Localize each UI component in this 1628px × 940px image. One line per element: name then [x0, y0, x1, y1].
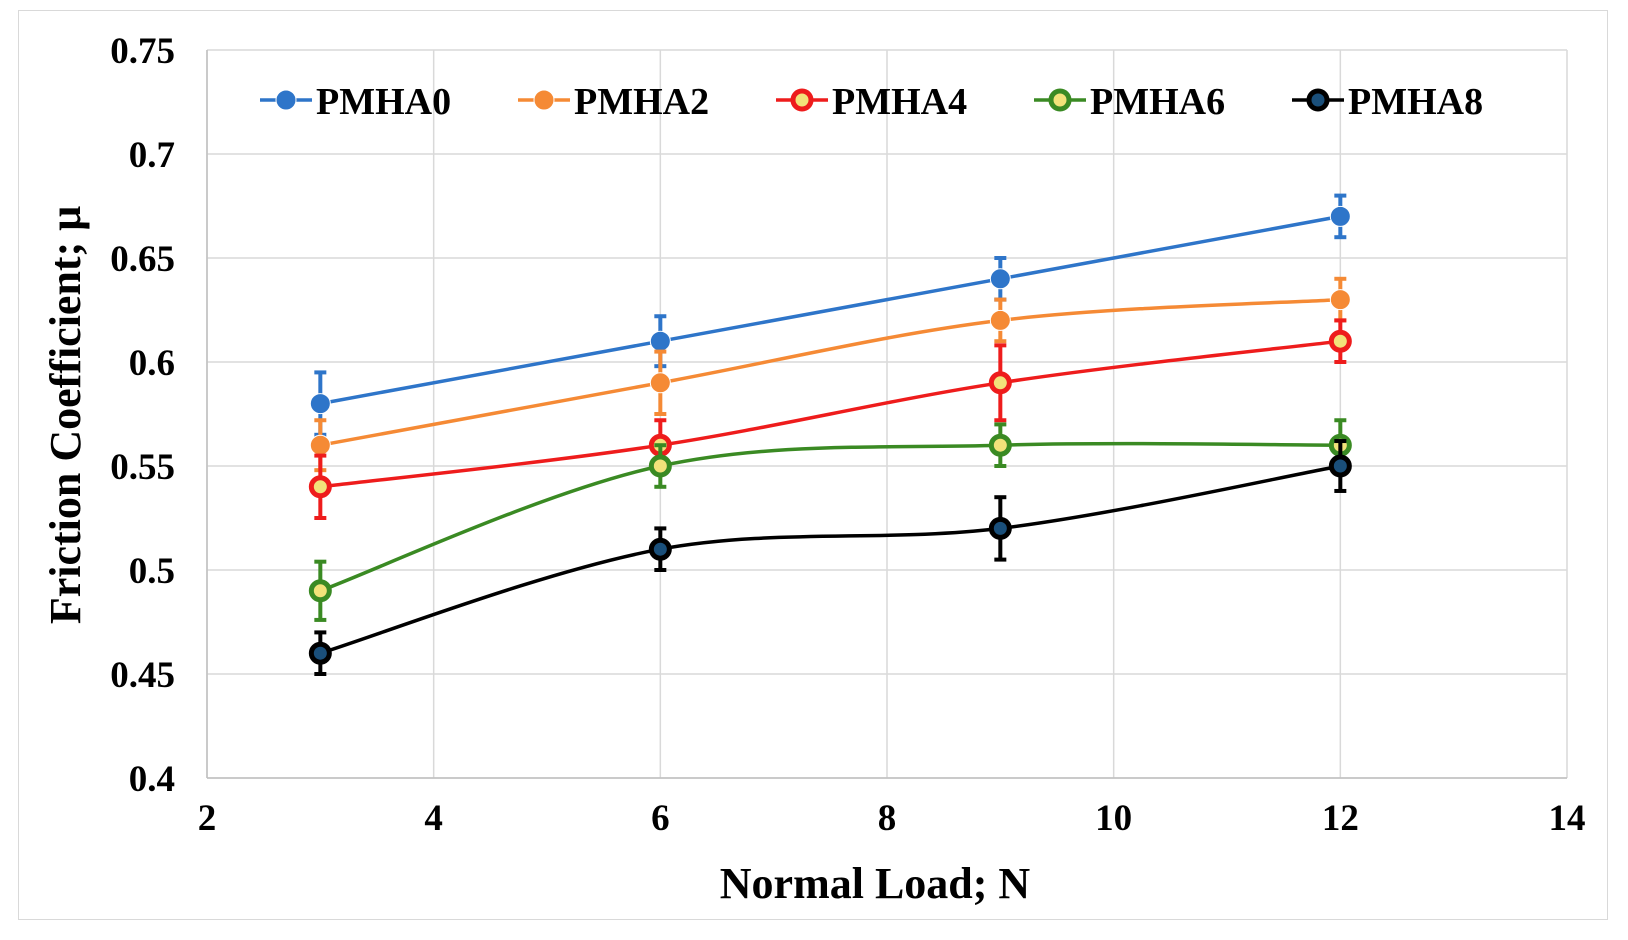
x-tick-label: 8	[878, 798, 897, 839]
x-axis-title: Normal Load; N	[720, 859, 1031, 908]
data-point	[989, 309, 1011, 331]
data-point	[1328, 329, 1352, 353]
y-tick-label: 0.55	[110, 447, 175, 488]
data-point	[308, 641, 332, 665]
series-group	[308, 193, 1352, 676]
x-tick-label: 6	[651, 798, 670, 839]
series-line	[320, 214, 1341, 406]
data-point	[648, 537, 672, 561]
legend-item-pmha2: PMHA2	[518, 81, 709, 123]
series-line	[320, 297, 1341, 447]
series-line	[319, 441, 1341, 593]
legend-label: PMHA4	[832, 81, 967, 123]
y-tick-label: 0.5	[129, 551, 175, 592]
y-tick-label: 0.4	[129, 759, 175, 800]
series-pmha2	[309, 276, 1351, 473]
data-point	[988, 371, 1012, 395]
data-point	[1329, 289, 1351, 311]
legend-marker	[1306, 88, 1330, 112]
legend-marker	[275, 89, 297, 111]
x-tick-label: 2	[198, 798, 217, 839]
data-point	[648, 454, 672, 478]
legend-marker	[533, 89, 555, 111]
data-point	[308, 475, 332, 499]
legend-marker	[1048, 88, 1072, 112]
gridlines	[206, 49, 1568, 779]
x-tick-label: 12	[1322, 798, 1359, 839]
data-point	[988, 516, 1012, 540]
legend-label: PMHA2	[574, 81, 709, 123]
series-line	[319, 464, 1341, 655]
legend-item-pmha8: PMHA8	[1292, 81, 1483, 123]
legend-label: PMHA6	[1090, 81, 1225, 123]
y-tick-label: 0.45	[110, 655, 175, 696]
y-tick-label: 0.65	[110, 239, 175, 280]
data-point	[989, 268, 1011, 290]
series-pmha6	[308, 418, 1352, 622]
legend-label: PMHA0	[316, 81, 451, 123]
data-point	[649, 330, 671, 352]
legend-marker	[790, 88, 814, 112]
series-pmha0	[309, 193, 1351, 437]
data-point	[1329, 205, 1351, 227]
data-point	[988, 433, 1012, 457]
y-tick-label: 0.6	[129, 343, 175, 384]
y-tick-label: 0.7	[129, 135, 175, 176]
chart-frame	[18, 10, 1608, 920]
data-point	[1328, 454, 1352, 478]
data-point	[309, 434, 331, 456]
data-point	[308, 579, 332, 603]
series-pmha4	[308, 318, 1352, 520]
axes: 0.4 0.45 0.5 0.55 0.6 0.65 0.7 0.75 2 4 6 8 10 12 14	[110, 31, 1585, 839]
y-axis-title: Friction Coefficient; μ	[41, 206, 90, 624]
data-point	[649, 372, 671, 394]
legend-label: PMHA8	[1348, 81, 1483, 123]
legend-item-pmha6: PMHA6	[1034, 81, 1225, 123]
series-line	[320, 339, 1341, 489]
data-point	[309, 393, 331, 415]
y-tick-label: 0.75	[110, 31, 175, 72]
legend-item-pmha4: PMHA4	[776, 81, 967, 123]
x-tick-label: 14	[1549, 798, 1586, 839]
series-pmha8	[308, 439, 1352, 676]
legend: PMHA0 PMHA2 PMHA4 PMHA6 PMHA8	[260, 81, 1483, 123]
x-tick-label: 10	[1095, 798, 1132, 839]
x-tick-label: 4	[424, 798, 443, 839]
legend-item-pmha0: PMHA0	[260, 81, 451, 123]
